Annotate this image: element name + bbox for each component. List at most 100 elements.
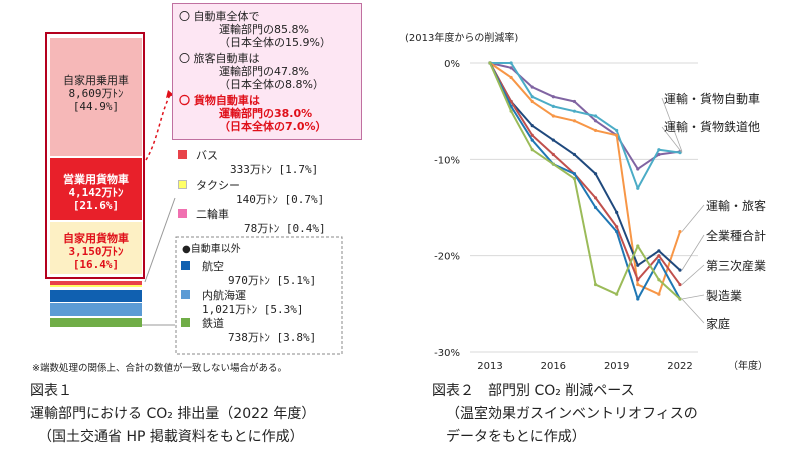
legend-label-bus: バス xyxy=(196,149,218,162)
x-tick-label: 2016 xyxy=(541,361,566,372)
bar-segment-private-car xyxy=(50,38,142,156)
figure1-caption-line-3: （国土交通省 HP 掲載資料をもとに作成） xyxy=(38,429,304,445)
series-label: 運輸・旅客 xyxy=(706,198,766,213)
data-point xyxy=(636,244,640,248)
series-leader-line xyxy=(681,234,705,271)
data-point xyxy=(593,196,598,200)
y-tick-label: 0% xyxy=(444,59,460,70)
data-point xyxy=(572,109,577,113)
data-point xyxy=(509,109,513,113)
legend-value-coastal-shipping: 1,021万ﾄﾝ [5.3%] xyxy=(202,303,304,316)
data-point xyxy=(572,152,577,157)
legend-swatch-coastal-shipping xyxy=(181,290,190,299)
series-leader-line xyxy=(681,298,705,324)
callout-arrow-head xyxy=(166,90,174,98)
other-modes-heading: ●自動車以外 xyxy=(182,244,241,255)
callout-3-line-3: （日本全体の7.0%） xyxy=(219,120,327,133)
private-truck-label: 自家用貨物車 3,150万ﾄﾝ [16.4%] xyxy=(63,232,129,271)
figure2-caption-title: 図表２ 部門別 CO₂ 削減ペース xyxy=(432,383,635,399)
data-point xyxy=(593,205,598,210)
data-point xyxy=(509,75,513,80)
figure2-caption-line-2: （温室効果ガスインベントリオフィスの xyxy=(446,406,698,422)
series-line-0 xyxy=(489,62,681,170)
data-point xyxy=(551,114,555,118)
data-point xyxy=(636,263,640,267)
data-point xyxy=(593,128,598,133)
callout-3-line-2: 運輸部門の38.0% xyxy=(219,107,313,120)
legend-swatch-bus xyxy=(178,150,187,159)
commercial-truck-label: 営業用貨物車 4,142万ﾄﾝ [21.6%] xyxy=(63,173,129,212)
y-tick-label: -20% xyxy=(434,252,460,263)
legend-value-taxi: 140万ﾄﾝ [0.7%] xyxy=(236,193,325,206)
bar-segment-aviation xyxy=(50,290,142,302)
legend-label-motorcycle: 二輪車 xyxy=(196,208,229,221)
x-tick-label: 2019 xyxy=(604,361,629,372)
series-label: 運輸・貨物鉄道他 xyxy=(664,119,760,134)
data-point xyxy=(636,186,640,190)
data-point xyxy=(551,152,555,157)
data-point xyxy=(593,114,598,118)
data-point xyxy=(530,99,534,104)
callout-1-line-2: 運輸部門の85.8% xyxy=(219,23,309,36)
data-point xyxy=(678,297,682,301)
legend-value-bus: 333万ﾄﾝ [1.7%] xyxy=(230,163,319,176)
data-point xyxy=(615,229,619,234)
legend-swatch-aviation xyxy=(181,261,190,270)
data-point xyxy=(509,61,513,65)
data-point xyxy=(509,66,513,70)
legend-label-aviation: 航空 xyxy=(202,260,224,273)
data-point xyxy=(593,172,598,176)
data-point xyxy=(636,282,640,287)
series-leader-line xyxy=(681,264,705,285)
data-point xyxy=(615,225,619,229)
x-axis-unit: （年度） xyxy=(728,359,768,372)
footnote: ※端数処理の関係上、合計の数値が一致しない場合がある。 xyxy=(32,363,287,374)
data-point xyxy=(657,249,661,253)
legend-label-rail: 鉄道 xyxy=(202,317,224,330)
data-point xyxy=(572,172,577,176)
data-point xyxy=(657,258,661,263)
legend-label-coastal-shipping: 内航海運 xyxy=(202,289,246,302)
series-label: 全業種合計 xyxy=(706,228,766,243)
series-leader-line xyxy=(661,126,683,153)
bar-segment-private-truck xyxy=(50,222,142,274)
legend-label-taxi: タクシー xyxy=(196,179,240,192)
y-axis-title: (2013年度からの削減率) xyxy=(405,31,518,44)
data-point xyxy=(678,268,682,272)
series-leader-line xyxy=(681,294,705,300)
bar-segment-coastal-shipping xyxy=(50,303,142,316)
figure2-caption-line-3: データをもとに作成） xyxy=(446,429,586,445)
data-point xyxy=(572,99,577,104)
y-tick-label: -30% xyxy=(434,348,460,359)
bar-segment-rail xyxy=(50,318,142,327)
vehicle-group-frame xyxy=(45,32,145,279)
callout-box: 〇 自動車全体で 運輸部門の85.8% （日本全体の15.9%） 〇 旅客自動車… xyxy=(172,3,362,140)
data-point xyxy=(678,282,682,287)
series-label: 運輸・貨物自動車 xyxy=(664,91,760,106)
series-line-6 xyxy=(489,62,681,300)
series-label: 第三次産業 xyxy=(706,258,766,273)
connector-top xyxy=(144,197,176,283)
legend-swatch-motorcycle xyxy=(178,209,187,218)
data-point xyxy=(615,210,619,214)
callout-3-line-1: 〇 貨物自動車は xyxy=(179,94,260,107)
data-point xyxy=(636,297,640,301)
data-point xyxy=(678,229,682,234)
legend-swatch-rail xyxy=(181,318,190,327)
data-point xyxy=(488,61,492,65)
bar-segment-taxi xyxy=(50,285,142,287)
data-point xyxy=(678,150,682,155)
data-point xyxy=(657,278,661,282)
bar-segment-bus xyxy=(50,281,142,285)
bar-segment-commercial-truck xyxy=(50,158,142,220)
y-tick-label: -10% xyxy=(434,155,460,166)
figure1-caption-line-2: 運輸部門における CO₂ 排出量（2022 年度） xyxy=(30,406,316,422)
private-car-label: 自家用乗用車 8,609万ﾄﾝ [44.9%] xyxy=(63,74,129,113)
series-line-3 xyxy=(489,62,681,271)
data-point xyxy=(615,292,619,296)
legend-value-aviation: 970万ﾄﾝ [5.1%] xyxy=(228,274,317,287)
series-line-4 xyxy=(489,62,681,286)
data-point xyxy=(530,133,534,137)
